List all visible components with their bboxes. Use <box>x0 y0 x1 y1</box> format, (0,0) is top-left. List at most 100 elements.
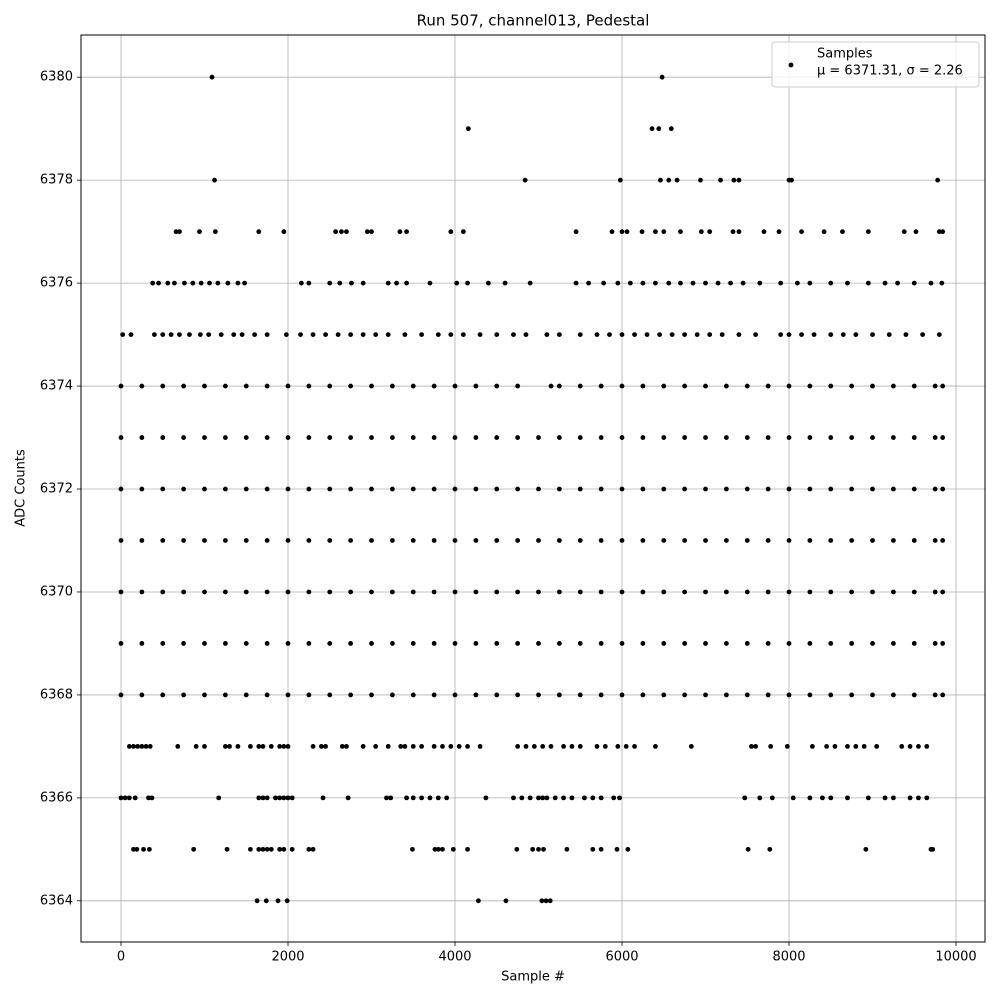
point <box>454 280 460 286</box>
point <box>344 743 349 749</box>
point <box>404 229 409 235</box>
y-tick-label: 6368 <box>40 687 73 702</box>
point <box>744 383 750 389</box>
point <box>146 795 151 801</box>
point <box>431 589 437 595</box>
point <box>181 435 187 440</box>
point <box>389 692 395 698</box>
point <box>556 486 562 492</box>
point <box>139 538 145 543</box>
point <box>285 743 291 749</box>
point <box>820 795 825 801</box>
point <box>809 743 815 749</box>
point <box>389 641 395 646</box>
point <box>285 538 291 543</box>
point <box>139 486 145 492</box>
point <box>118 795 124 801</box>
point <box>202 692 207 698</box>
point <box>264 589 270 595</box>
point <box>348 589 354 595</box>
point <box>242 280 247 286</box>
x-tick-label: 6000 <box>605 950 638 965</box>
point <box>911 280 917 286</box>
point <box>369 435 374 440</box>
point <box>306 435 312 440</box>
point <box>243 692 249 698</box>
point <box>289 846 295 852</box>
point <box>849 641 855 646</box>
point <box>327 486 333 492</box>
point <box>594 332 600 337</box>
point <box>264 486 270 492</box>
point <box>577 743 583 749</box>
point <box>118 589 124 595</box>
point <box>698 177 703 183</box>
point <box>385 280 391 286</box>
point <box>306 692 312 698</box>
point <box>874 743 880 749</box>
point <box>768 743 774 749</box>
plot-frame <box>80 34 986 943</box>
point <box>431 641 437 646</box>
point <box>659 74 665 80</box>
point <box>723 383 729 389</box>
point <box>890 538 896 543</box>
point <box>849 589 855 595</box>
point <box>731 177 737 183</box>
point <box>619 332 625 337</box>
point <box>776 229 782 235</box>
point <box>410 538 416 543</box>
point <box>911 589 917 595</box>
point <box>118 486 124 492</box>
point <box>890 795 896 801</box>
point <box>547 898 553 904</box>
point <box>730 229 736 235</box>
point <box>432 846 438 852</box>
point <box>719 332 725 337</box>
point <box>536 435 541 440</box>
point <box>285 435 291 440</box>
point <box>828 383 834 389</box>
point <box>389 589 395 595</box>
point <box>765 486 771 492</box>
point <box>556 435 562 440</box>
point <box>598 383 604 389</box>
point <box>786 332 792 337</box>
point <box>348 641 354 646</box>
point <box>890 641 896 646</box>
point <box>939 280 945 286</box>
point <box>160 435 166 440</box>
point <box>527 280 533 286</box>
point <box>494 383 500 389</box>
point <box>930 846 936 852</box>
point <box>936 229 942 235</box>
point <box>306 486 312 492</box>
point <box>536 692 541 698</box>
point <box>907 795 913 801</box>
point <box>703 589 708 595</box>
point <box>465 846 470 852</box>
y-tick-label: 6378 <box>40 173 73 188</box>
point <box>515 589 521 595</box>
point <box>703 280 708 286</box>
point <box>786 435 792 440</box>
point <box>206 332 212 337</box>
point <box>882 280 888 286</box>
point <box>431 692 437 698</box>
point <box>940 641 946 646</box>
point <box>494 641 500 646</box>
point <box>736 332 742 337</box>
point <box>556 538 562 543</box>
point <box>360 280 366 286</box>
point <box>202 641 207 646</box>
point <box>682 383 688 389</box>
point <box>277 743 283 749</box>
point <box>718 177 723 183</box>
point <box>256 795 262 801</box>
point <box>410 641 416 646</box>
point <box>598 846 604 852</box>
point <box>394 280 399 286</box>
point <box>601 280 607 286</box>
point <box>134 846 140 852</box>
point <box>369 692 374 698</box>
